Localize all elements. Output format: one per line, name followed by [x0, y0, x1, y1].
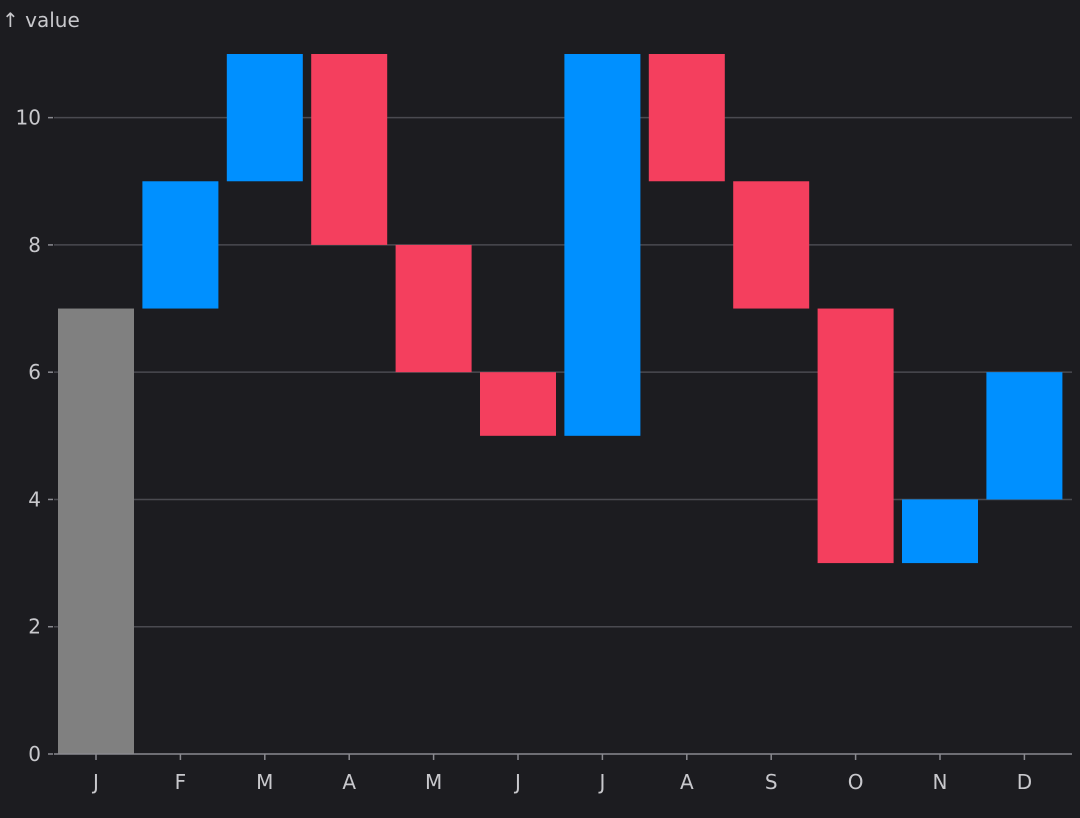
bar-2-increase [142, 181, 219, 309]
y-tick-label: 8 [28, 233, 41, 257]
bar-5-decrease [395, 244, 472, 373]
bar-9-decrease [733, 181, 810, 309]
bar-4-decrease [311, 54, 388, 245]
x-tick-label: M [256, 770, 273, 794]
bar-12-increase [986, 372, 1063, 500]
y-tick-label: 2 [28, 615, 41, 639]
y-axis-label: ↑ value [2, 8, 80, 32]
x-tick-label: D [1017, 770, 1032, 794]
y-tick-label: 10 [16, 106, 41, 130]
grid-lines [54, 116, 1072, 628]
bar-7-increase [564, 54, 641, 436]
x-tick-label: J [513, 770, 521, 794]
x-tick-label: O [848, 770, 864, 794]
x-tick-label: J [91, 770, 99, 794]
x-tick-label: M [425, 770, 442, 794]
x-tick-label: S [765, 770, 778, 794]
bars [58, 54, 1063, 754]
bar-6-decrease [480, 372, 556, 436]
x-tick-label: J [597, 770, 605, 794]
axes: 0 2 4 6 8 10 J F M A M J J A S O N D [16, 106, 1072, 794]
bar-8-decrease [648, 54, 725, 182]
bar-10-decrease [817, 308, 894, 564]
y-tick-label: 6 [28, 360, 41, 384]
x-tick-label: A [680, 770, 694, 794]
x-tick-label: N [933, 770, 948, 794]
x-tick-label: A [342, 770, 356, 794]
bar-1-total [58, 308, 134, 754]
bar-11-increase [902, 499, 978, 564]
y-tick-label: 4 [28, 487, 41, 511]
x-tick-label: F [175, 770, 187, 794]
bar-3-increase [226, 54, 303, 182]
y-tick-label: 0 [28, 742, 41, 766]
